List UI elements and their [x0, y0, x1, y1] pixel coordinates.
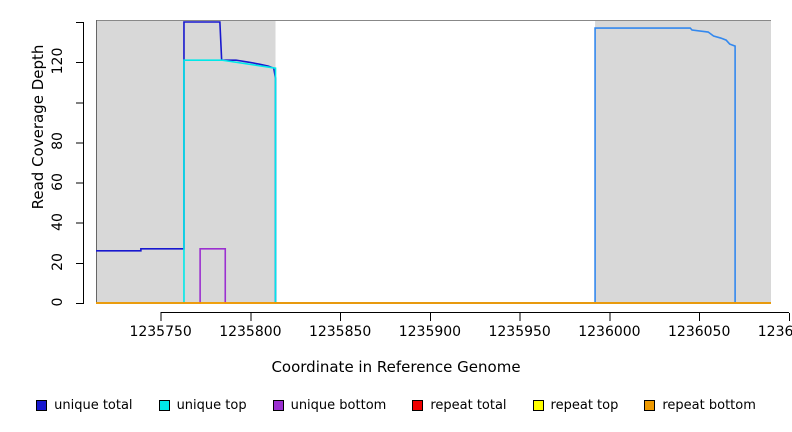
axis-lines	[83, 20, 789, 313]
legend-swatch-icon	[272, 400, 284, 411]
legend-label: repeat total	[430, 398, 507, 413]
series-unique-total-right-peak	[594, 27, 771, 304]
x-tick-label-1235800: 1235800	[219, 324, 282, 340]
shaded-region-0	[96, 20, 276, 303]
x-tick-label-1235950: 1235950	[488, 324, 551, 340]
legend-swatch-icon	[412, 400, 424, 411]
legend-item-unique-bottom: unique bottom	[272, 398, 387, 413]
y-tick-label-40: 40	[50, 212, 66, 231]
legend-label: unique bottom	[290, 398, 387, 413]
x-tick-label-1236100: 1236100	[757, 324, 792, 340]
x-tick-label-1236000: 1236000	[578, 324, 641, 340]
legend-item-repeat-total: repeat total	[412, 398, 507, 413]
legend-swatch-icon	[532, 400, 544, 411]
shaded-region-1	[595, 20, 771, 303]
y-tick-label-60: 60	[50, 172, 66, 191]
x-axis-title: Coordinate in Reference Genome	[271, 358, 521, 376]
shaded-regions	[96, 20, 771, 303]
legend-item-repeat-top: repeat top	[532, 398, 619, 413]
x-tick-label-1235900: 1235900	[398, 324, 462, 340]
legend-label: repeat top	[550, 398, 619, 413]
y-tick-label-20: 20	[50, 252, 66, 271]
legend-item-unique-top: unique top	[158, 398, 247, 413]
legend-swatch-icon	[158, 400, 170, 411]
legend-item-unique-total: unique total	[36, 398, 133, 413]
y-tick-label-0: 0	[50, 297, 66, 307]
legend-label: repeat bottom	[662, 398, 756, 413]
x-tick-label-1235850: 1235850	[308, 324, 372, 340]
legend-item-repeat-bottom: repeat bottom	[644, 398, 756, 413]
y-tick-label-80: 80	[50, 132, 66, 151]
data-series	[96, 21, 771, 304]
series-unique-top	[96, 59, 771, 304]
y-tick-label-120: 120	[50, 47, 66, 75]
x-tick-label-1236050: 1236050	[668, 324, 731, 340]
legend-swatch-icon	[36, 400, 48, 411]
axis-ticks	[76, 22, 790, 321]
legend-label: unique top	[176, 398, 247, 413]
legend-label: unique total	[54, 398, 133, 413]
legend-swatch-icon	[644, 400, 656, 411]
chart-legend: unique total unique top unique bottom repea…	[0, 398, 792, 413]
x-tick-label-1235750: 1235750	[129, 324, 192, 340]
y-axis-title: Read Coverage Depth	[29, 44, 47, 210]
